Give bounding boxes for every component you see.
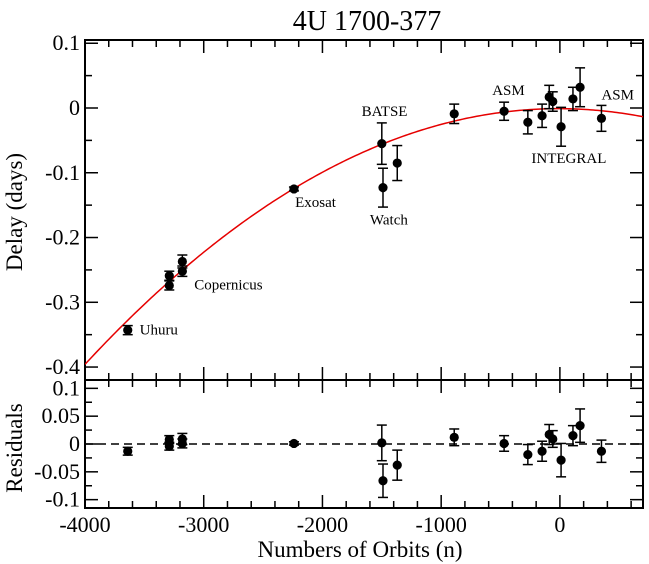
x-tick-label: 0 — [554, 512, 565, 537]
delay-data-point — [568, 94, 578, 104]
residual-data-point — [289, 438, 299, 449]
instrument-annotation: BATSE — [362, 104, 408, 120]
delay-data-point — [177, 266, 187, 276]
instrument-annotation: INTEGRAL — [531, 151, 606, 167]
delay-data-point — [499, 106, 509, 116]
instrument-annotation: Uhuru — [140, 323, 179, 339]
delay-data-point — [596, 113, 607, 123]
bottom-y-axis-label: Residuals — [2, 403, 27, 492]
instrument-annotation: Copernicus — [194, 277, 262, 293]
residual-data-point — [568, 431, 578, 441]
delay-data-point — [392, 158, 402, 168]
top-y-tick-label: 0 — [69, 95, 80, 120]
residual-data-point — [556, 455, 566, 465]
bottom-y-tick-label: -0.1 — [45, 487, 80, 512]
residual-data-point — [449, 432, 459, 442]
delay-data-point — [289, 184, 299, 194]
top-y-axis-label: Delay (days) — [2, 153, 27, 271]
residual-data-point — [378, 476, 388, 486]
instrument-annotation: ASM — [601, 88, 634, 104]
bottom-y-tick-label: 0 — [69, 431, 80, 456]
plot-layer: -4000 -3000 -2000 -1000 0 -0.4 -0.3 -0.2 -0.1 0 0.… — [34, 30, 644, 537]
top-y-tick-label: -0.1 — [45, 160, 80, 185]
chart-title: 4U 1700-377 — [293, 6, 442, 37]
x-tick-label: -2000 — [297, 512, 348, 537]
instrument-annotation: Watch — [370, 213, 408, 229]
delay-data-point — [537, 111, 547, 121]
bottom-y-tick-label: -0.05 — [34, 459, 80, 484]
bottom-y-tick-label: 0.1 — [53, 375, 81, 400]
x-axis-label: Numbers of Orbits (n) — [257, 537, 462, 562]
residual-data-point — [499, 438, 509, 449]
top-y-tick-label: -0.3 — [45, 289, 80, 314]
x-tick-label: -3000 — [178, 512, 229, 537]
top-y-tick-label: 0.1 — [53, 30, 81, 55]
delay-data-point — [523, 117, 533, 127]
instrument-annotation: ASM — [492, 83, 525, 99]
residual-data-point — [392, 460, 402, 470]
residual-data-point — [123, 446, 133, 456]
delay-data-point — [378, 183, 388, 193]
delay-data-point — [556, 122, 566, 132]
delay-data-point — [123, 325, 133, 335]
delay-data-point — [377, 139, 387, 149]
delay-data-point — [548, 96, 558, 107]
delay-data-point — [177, 256, 187, 267]
residual-data-point — [177, 438, 187, 449]
residual-data-point — [575, 421, 585, 431]
residual-data-point — [377, 438, 387, 448]
x-tick-label: -4000 — [59, 512, 110, 537]
delay-data-point — [575, 82, 585, 92]
x-tick-label: -1000 — [416, 512, 467, 537]
residual-data-point — [596, 446, 607, 456]
delay-data-point — [449, 109, 459, 119]
residual-data-point — [548, 434, 558, 444]
bottom-y-tick-label: 0.05 — [42, 403, 81, 428]
delay-data-point — [164, 280, 174, 291]
residual-data-point — [164, 441, 174, 451]
top-y-tick-label: -0.2 — [45, 225, 80, 250]
residual-data-point — [523, 449, 533, 460]
residual-data-point — [537, 446, 547, 456]
instrument-annotation: Exosat — [295, 195, 337, 211]
delay-data-point — [164, 271, 174, 281]
top-y-tick-label: -0.4 — [45, 354, 80, 379]
